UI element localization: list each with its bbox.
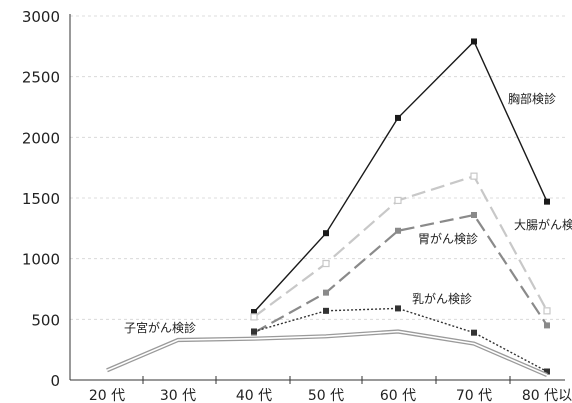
series-3-point [323,289,329,296]
series-2-point [250,313,258,321]
x-tick-label: 40 代 [236,388,272,403]
series-3-point [544,322,550,329]
y-tick-label: 1000 [22,251,60,269]
x-tick-label: 80 代以 [522,388,572,403]
grid [70,15,565,320]
x-axis-ticks: 20 代 30 代 40 代 50 代 60 代 70 代 80 代以 [89,388,572,403]
series-1-point [251,309,257,316]
series-label-4: 乳がん検診 [412,291,472,306]
y-tick-label: 1500 [22,190,60,208]
y-tick-label: 2000 [22,129,60,147]
series-1-point [544,198,550,205]
series-label-2: 大腸がん検 [514,217,572,232]
series-4-point [471,329,477,336]
series-line-1 [253,40,548,313]
series-1-point [395,114,401,121]
series-2-point [322,259,330,268]
y-tick-label: 0 [50,372,60,390]
axes [69,14,565,384]
x-tick-label: 60 代 [380,388,416,403]
series-1-point [323,230,329,237]
x-tick-label: 50 代 [308,388,344,403]
series-3-point [471,211,477,218]
series-4-point [395,305,401,312]
series-2-point [543,307,551,315]
series-4-point [251,328,257,335]
series-3-point [395,227,401,234]
series-4-point [323,307,329,314]
series-line-4 [253,307,548,373]
series-line-5-inner [106,330,548,376]
series-line-5-outer [106,329,548,378]
y-tick-label: 500 [31,311,60,329]
y-tick-label: 2500 [22,69,60,87]
x-tick-label: 30 代 [160,388,196,403]
series-label-5: 子宮がん検診 [124,320,196,335]
series-group [106,38,551,378]
series-2-point [394,196,402,205]
x-tick-label: 70 代 [456,388,492,403]
series-2-point [470,172,478,180]
y-axis-ticks: 0 500 1000 1500 2000 2500 3000 [22,8,60,390]
y-tick-label: 3000 [22,8,60,26]
series-label-3: 胃がん検診 [418,231,478,246]
x-tick-label: 20 代 [89,388,125,403]
series-label-1: 胸部検診 [508,91,556,106]
series-4-point [544,368,550,375]
series-1-point [471,38,477,45]
